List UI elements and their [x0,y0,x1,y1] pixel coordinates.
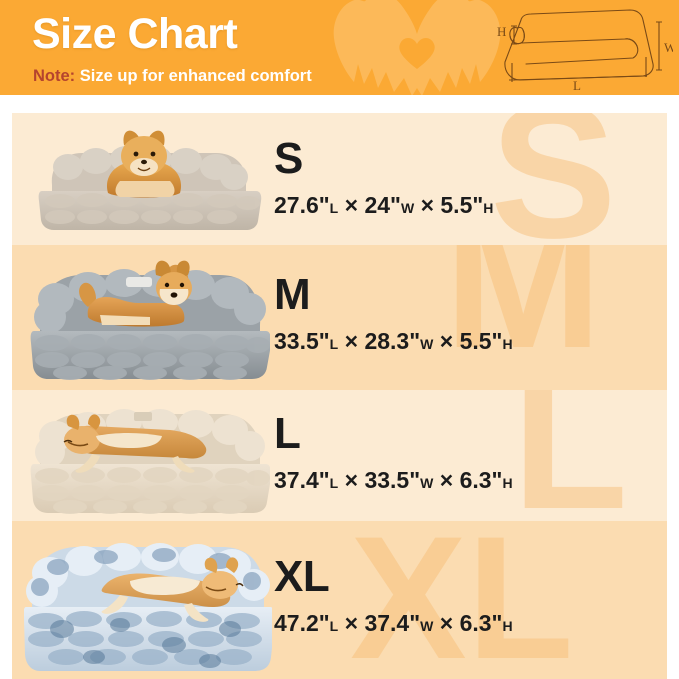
note-line: Note: Size up for enhanced comfort [33,68,312,85]
pomeranian-on-taupe-fluffy-bed [38,130,262,230]
width-value: 28.3" [364,328,421,354]
width-unit: W [420,618,434,634]
size-label: XL [274,552,330,601]
width-unit: W [420,336,434,352]
length-value: 27.6" [274,192,330,218]
separator-2: × [420,192,434,218]
fluffy-dog-heart-silhouette [333,0,501,95]
width-value: 33.5" [364,467,421,493]
separator-1: × [344,467,359,493]
height-unit: H [502,618,513,634]
width-unit: W [420,475,434,491]
table-row: M [12,245,667,390]
header-banner: Size Chart Note: Size up for enhanced co… [0,0,679,95]
watermark-size-letter: S [490,113,617,245]
length-unit: L [329,336,339,352]
dog-sleeping-on-blue-tiedye-fluffy-bed [24,543,272,671]
separator-2: × [439,328,454,354]
height-unit: H [502,336,513,352]
height-unit: H [502,475,513,491]
dimensions-line: 37.4"L × 33.5"W × 6.3"H [274,467,513,493]
height-unit: H [483,200,494,216]
separator-2: × [439,610,454,636]
dimensions-line: 33.5"L × 28.3"W × 5.5"H [274,328,513,354]
row-text-block: S 27.6"L × 24"W × 5.5"H [274,134,493,219]
page-title: Size Chart [32,10,238,58]
diagram-width-label: W [664,40,673,55]
size-label: L [274,409,301,458]
dimensions-line: 47.2"L × 37.4"W × 6.3"H [274,610,513,636]
dimensions-line: 27.6"L × 24"W × 5.5"H [274,192,493,218]
pet-bed-dimension-diagram: H W L [497,9,673,90]
length-value: 47.2" [274,610,330,636]
note-keyword: Note: [33,67,76,85]
separator-1: × [344,192,359,218]
length-unit: L [329,200,339,216]
row-text-block: L 37.4"L × 33.5"W × 6.3"H [274,409,513,494]
length-unit: L [329,618,339,634]
diagram-length-label: L [573,78,581,90]
table-row: XL [12,521,667,679]
watermark-size-letter: L [512,390,629,521]
table-row: S [12,113,667,245]
height-value: 6.3" [459,610,503,636]
length-value: 37.4" [274,467,330,493]
width-value: 24" [364,192,401,218]
row-text-block: XL 47.2"L × 37.4"W × 6.3"H [274,552,513,637]
note-text: Size up for enhanced comfort [79,67,312,85]
dog-sleeping-on-cream-fluffy-bed [30,409,270,514]
shiba-inu-on-grey-fluffy-bed [30,260,270,380]
separator-2: × [439,467,454,493]
size-label: S [274,134,303,183]
width-unit: W [400,200,415,216]
table-row: L [12,390,667,521]
size-label: M [274,270,311,319]
separator-1: × [344,328,359,354]
length-unit: L [329,475,339,491]
height-value: 5.5" [459,328,503,354]
row-text-block: M 33.5"L × 28.3"W × 5.5"H [274,270,513,355]
height-value: 6.3" [459,467,503,493]
length-value: 33.5" [274,328,330,354]
diagram-height-label: H [497,24,506,39]
size-table: S [12,113,667,679]
width-value: 37.4" [364,610,421,636]
height-value: 5.5" [440,192,484,218]
separator-1: × [344,610,359,636]
